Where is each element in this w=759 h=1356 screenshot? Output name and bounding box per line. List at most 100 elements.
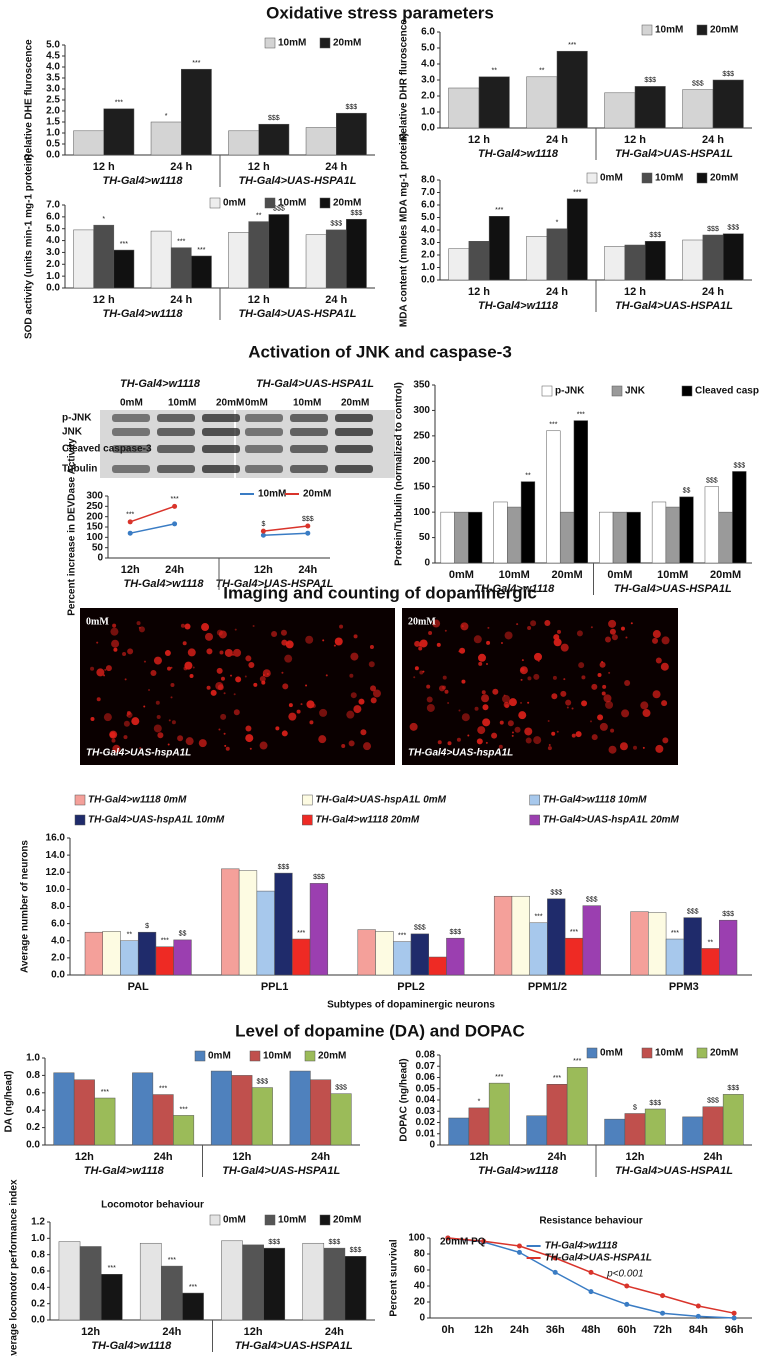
bar (488, 1082, 510, 1146)
micrograph (80, 608, 395, 765)
neuron-spot (252, 625, 255, 628)
bar (100, 1274, 123, 1321)
bar (624, 244, 646, 281)
significance-label: *** (534, 914, 542, 921)
neuron-spot (112, 623, 117, 628)
neuron-spot (348, 740, 355, 747)
bar (440, 511, 455, 564)
neuron-spot (184, 661, 193, 670)
y-tick-label: 0.0 (26, 1140, 40, 1151)
blot-row-label: Cleaved caspase-3 (62, 444, 152, 455)
blot-band (335, 414, 373, 422)
significance-label: $$ (179, 931, 187, 938)
neuron-spot (461, 679, 466, 684)
legend-label: 0mM (208, 1051, 231, 1062)
y-tick-label: 16.0 (46, 833, 66, 844)
neuron-spot (426, 703, 435, 712)
bar (488, 216, 510, 281)
blot-band (202, 445, 240, 453)
blot-band (290, 414, 328, 422)
neuron-spot (232, 653, 235, 656)
neuron-spot (281, 730, 288, 737)
significance-label: $ (633, 1104, 637, 1111)
group-label: TH-Gal4>w1118 (478, 148, 559, 160)
neuron-spot (499, 720, 504, 725)
significance-label: ** (127, 932, 133, 939)
bar (624, 1113, 646, 1146)
neuron-spot (459, 647, 466, 654)
neuron-spot (103, 674, 106, 677)
neuron-spot (571, 707, 574, 710)
neuron-spot (198, 739, 207, 748)
y-tick-label: 6.0 (421, 27, 435, 38)
x-tick-label: 0h (441, 1324, 454, 1336)
y-tick-label: 1.0 (31, 1233, 45, 1244)
significance-label: $$$ (733, 462, 745, 469)
significance-label: * (556, 220, 559, 227)
legend-label: 20mM (303, 489, 331, 500)
significance-label: $$$ (257, 1078, 269, 1085)
x-tick-label: 12h (470, 1151, 489, 1163)
neuron-spot (233, 709, 240, 716)
blot-band (202, 465, 240, 473)
neuron-spot (460, 622, 469, 631)
bar (263, 1247, 286, 1321)
neuron-spot (319, 708, 328, 717)
significance-label: ** (491, 68, 497, 75)
x-tick-label: 20mM (551, 569, 582, 581)
neuron-spot (604, 636, 611, 643)
bar (182, 1292, 204, 1321)
neuron-spot (139, 747, 142, 750)
y-tick-label: 0.02 (416, 1117, 436, 1128)
blot-band (202, 428, 240, 436)
bar (73, 229, 94, 289)
bar (173, 939, 192, 976)
bar (722, 233, 744, 281)
neuron-spot (157, 732, 164, 739)
neuron-spot (527, 676, 532, 681)
y-tick-label: 6.0 (421, 200, 435, 211)
y-tick-label: 3.0 (46, 84, 60, 95)
y-axis-label: DA (ng/head) (4, 1071, 15, 1133)
blot-band (290, 428, 328, 436)
x-tick-label: 36h (546, 1324, 565, 1336)
neuron-spot (148, 689, 151, 692)
neuron-spot (520, 701, 523, 704)
neuron-spot (305, 684, 308, 687)
y-tick-label: 5.0 (46, 40, 60, 51)
y-tick-label: 0.08 (416, 1050, 436, 1061)
bar (679, 496, 694, 564)
legend-label: 10mM (263, 1051, 291, 1062)
neuron-spot (184, 623, 191, 630)
significance-label: *** (553, 1075, 561, 1082)
y-tick-label: 14.0 (46, 850, 66, 861)
y-tick-label: 2.0 (421, 250, 435, 261)
y-tick-label: 300 (86, 491, 103, 502)
blot-band (202, 414, 240, 422)
bar (292, 938, 311, 976)
bar (448, 87, 480, 129)
significance-label: $$$ (273, 205, 285, 212)
legend-label: TH-Gal4>w1118 0mM (88, 795, 187, 806)
neuron-spot (219, 650, 224, 655)
legend-swatch (641, 24, 653, 36)
bar (520, 481, 536, 564)
neuron-spot (611, 634, 618, 641)
blot-band (245, 445, 283, 453)
legend-label: 0mM (223, 198, 246, 209)
bar (181, 68, 212, 156)
legend-label: 10mM (655, 173, 683, 184)
y-axis-label: Average number of neurons (20, 840, 31, 973)
neuron-spot (112, 744, 121, 753)
x-tick-label: 12 h (468, 286, 490, 298)
neuron-spot (507, 720, 514, 727)
bar (53, 1072, 75, 1146)
neuron-spot (187, 648, 196, 657)
bar (139, 1242, 162, 1321)
neuron-spot (150, 669, 157, 676)
significance-label: *** (101, 1089, 109, 1096)
x-tick-label: 12 h (248, 161, 270, 173)
neuron-spot (353, 705, 362, 714)
neuron-spot (548, 744, 551, 747)
